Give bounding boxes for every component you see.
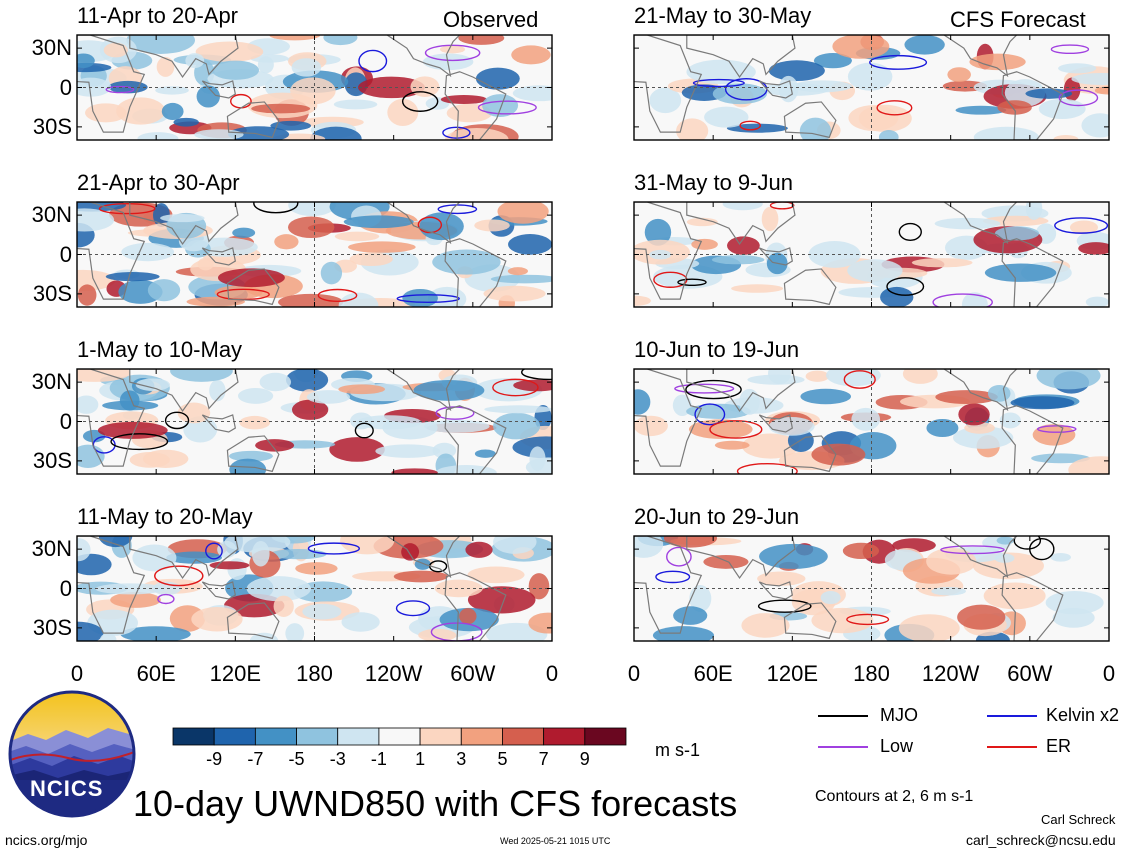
- x-tick-label: 60E: [693, 661, 733, 686]
- y-tick-label: 30S: [32, 280, 72, 306]
- legend-line-er: [987, 746, 1037, 748]
- colorbar-swatch: [419, 727, 462, 746]
- panel-title-fc-4: 20-Jun to 29-Jun: [634, 504, 800, 529]
- author-email[interactable]: carl_schreck@ncsu.edu: [966, 832, 1116, 848]
- ncics-logo: NCICS: [8, 690, 136, 818]
- colorbar-label: -1: [370, 749, 387, 769]
- x-tick-label: 0: [70, 661, 84, 686]
- y-tick-label: 30S: [32, 447, 72, 473]
- y-tick-label: 30N: [31, 369, 72, 395]
- forecast-label: CFS Forecast: [950, 7, 1086, 32]
- legend-line-low: [818, 746, 868, 748]
- colorbar-swatch: [296, 727, 339, 746]
- colorbar-label: 3: [456, 749, 467, 769]
- y-tick-label: 0: [59, 74, 72, 100]
- panel-title-fc-3: 10-Jun to 19-Jun: [634, 337, 800, 362]
- map-panel-obs-2: [76, 201, 553, 308]
- x-tick-label: 120W: [921, 661, 980, 686]
- y-tick-label: 0: [59, 408, 72, 434]
- map-panel-obs-4: [76, 535, 553, 642]
- panel-title-fc-2: 31-May to 9-Jun: [634, 170, 793, 195]
- x-tick-label: 180: [853, 661, 890, 686]
- contour-note: Contours at 2, 6 m s-1: [815, 788, 974, 805]
- x-tick-label: 180: [296, 661, 333, 686]
- panel-title-obs-3: 1-May to 10-May: [77, 337, 243, 362]
- colorbar-label: 1: [415, 749, 426, 769]
- map-panel-fc-3: [633, 368, 1110, 475]
- legend-label-mjo: MJO: [880, 705, 918, 725]
- colorbar-label: -3: [329, 749, 346, 769]
- timestamp: Wed 2025-05-21 1015 UTC: [500, 836, 611, 846]
- y-tick-label: 30N: [31, 202, 72, 228]
- colorbar-swatch: [460, 727, 503, 746]
- panel-title-fc-1: 21-May to 30-May: [634, 3, 812, 28]
- y-tick-label: 30S: [32, 113, 72, 139]
- author-name: Carl Schreck: [1041, 812, 1116, 827]
- legend-label-low: Low: [880, 736, 914, 756]
- y-tick-label: 30N: [31, 35, 72, 61]
- map-panel-fc-4: [633, 535, 1110, 642]
- panel-title-obs-2: 21-Apr to 30-Apr: [77, 170, 240, 195]
- x-tick-label: 0: [545, 661, 559, 686]
- y-tick-label: 30S: [32, 614, 72, 640]
- legend-label-kelvin: Kelvin x2: [1046, 705, 1120, 725]
- y-tick-label: 30N: [31, 536, 72, 562]
- colorbar-swatch: [172, 727, 215, 746]
- colorbar-swatch: [543, 727, 586, 746]
- x-tick-label: 60W: [1007, 661, 1053, 686]
- colorbar-swatch: [378, 727, 421, 746]
- colorbar-label: 5: [497, 749, 508, 769]
- colorbar-label: -5: [288, 749, 305, 769]
- colorbar-label: -7: [247, 749, 264, 769]
- x-tick-label: 60E: [136, 661, 176, 686]
- x-tick-label: 120E: [209, 661, 262, 686]
- units-label: m s-1: [655, 740, 700, 760]
- colorbar-swatch: [502, 727, 545, 746]
- colorbar-swatch: [213, 727, 256, 746]
- colorbar: [172, 727, 627, 746]
- map-panel-fc-2: [633, 201, 1110, 308]
- x-tick-label: 120E: [766, 661, 819, 686]
- panel-title-obs-1: 11-Apr to 20-Apr: [77, 3, 239, 28]
- map-panel-obs-1: [76, 34, 553, 141]
- colorbar-swatch: [584, 727, 627, 746]
- x-tick-label: 120W: [364, 661, 423, 686]
- y-tick-label: 0: [59, 575, 72, 601]
- panel-title-obs-4: 11-May to 20-May: [77, 504, 253, 529]
- colorbar-label: 7: [538, 749, 549, 769]
- y-tick-label: 0: [59, 241, 72, 267]
- x-tick-label: 0: [1102, 661, 1116, 686]
- observed-label: Observed: [443, 7, 539, 32]
- colorbar-swatch: [337, 727, 380, 746]
- map-panel-fc-1: [633, 34, 1110, 141]
- colorbar-label: -9: [206, 749, 223, 769]
- x-tick-label: 0: [627, 661, 641, 686]
- legend-line-mjo: [818, 715, 868, 717]
- x-tick-label: 60W: [450, 661, 496, 686]
- website-link[interactable]: ncics.org/mjo: [5, 832, 88, 848]
- logo-emblem: [8, 690, 136, 818]
- colorbar-swatch: [254, 727, 297, 746]
- legend-label-er: ER: [1046, 736, 1072, 756]
- figure-title: 10-day UWND850 with CFS forecasts: [133, 783, 738, 824]
- logo-text: NCICS: [30, 776, 104, 801]
- legend-line-kelvin: [987, 715, 1037, 717]
- map-panel-obs-3: [76, 368, 553, 475]
- colorbar-label: 9: [579, 749, 590, 769]
